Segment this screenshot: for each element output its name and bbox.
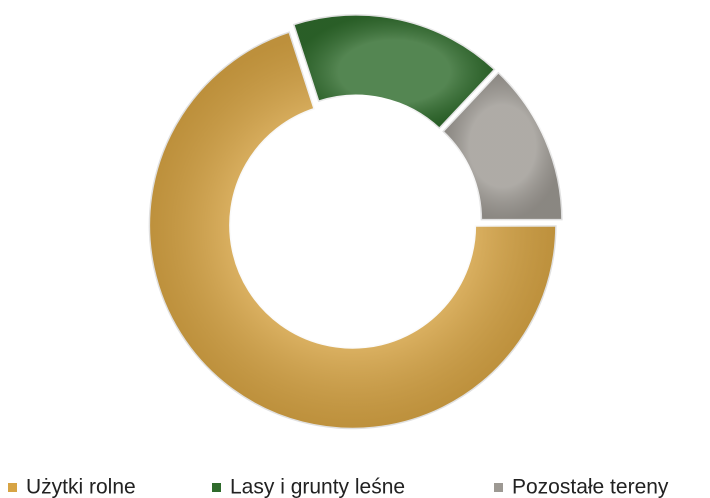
- donut: [147, 12, 565, 431]
- legend: Użytki rolne Lasy i grunty leśne Pozostałe…: [8, 476, 669, 498]
- slice-shade: [292, 14, 496, 130]
- legend-label: Lasy i grunty leśne: [230, 476, 405, 498]
- legend-swatch: [8, 483, 17, 492]
- legend-label: Pozostałe tereny: [512, 476, 669, 498]
- legend-swatch: [212, 483, 221, 492]
- slice-shade: [148, 31, 557, 430]
- legend-swatch: [494, 483, 503, 492]
- legend-label: Użytki rolne: [26, 476, 136, 498]
- slice-shade: [442, 71, 563, 221]
